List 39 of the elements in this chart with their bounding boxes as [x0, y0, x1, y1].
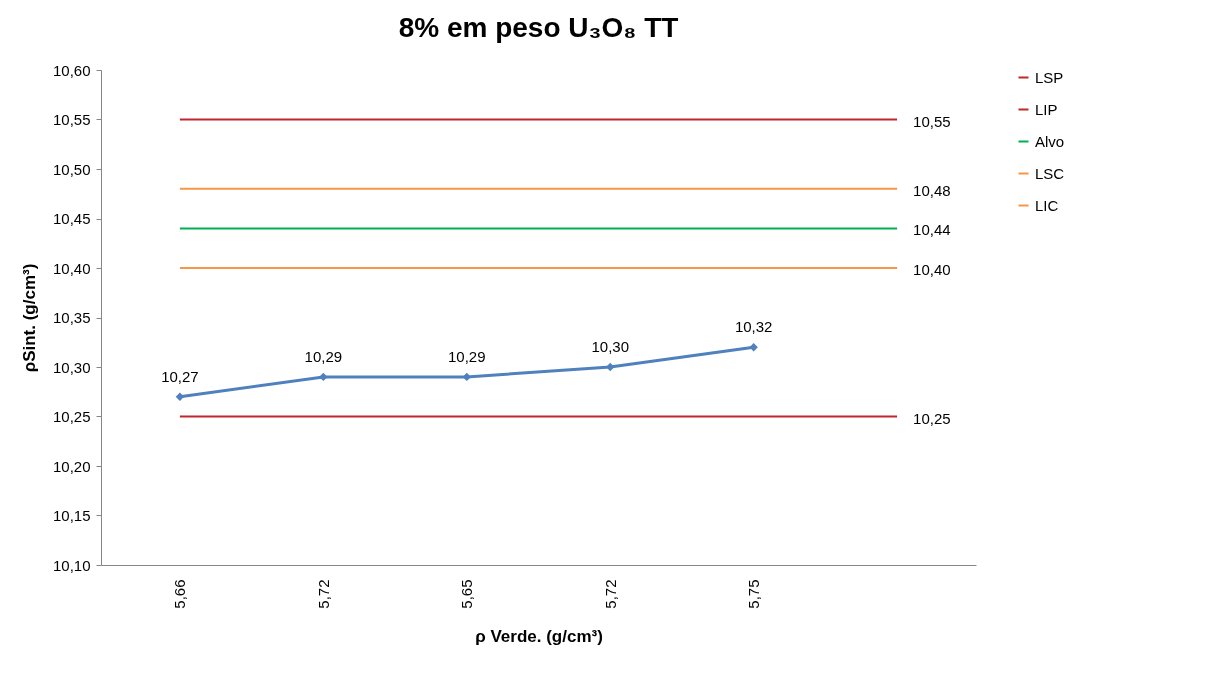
data-label: 10,27: [161, 367, 199, 385]
x-axis-title: ρ Verde. (g/cm³): [475, 626, 603, 646]
y-tick-label: 10,50: [52, 160, 91, 178]
x-tick-label: 5,72: [601, 579, 619, 609]
data-label: 10,48: [913, 181, 951, 199]
y-tick-label: 10,15: [52, 507, 91, 524]
x-tick-label: 5,66: [171, 579, 189, 609]
point: [462, 372, 471, 382]
data-label: 10,30: [591, 338, 629, 355]
data-label: 10,29: [448, 347, 486, 365]
point: [319, 372, 328, 382]
point: [606, 362, 615, 372]
legend-label: LIP: [1035, 100, 1058, 118]
data-label: 10,44: [913, 221, 951, 239]
y-tick-label: 10,45: [52, 210, 91, 227]
data-label: 10,25: [913, 409, 951, 427]
point: [175, 392, 185, 401]
data-label: 10,40: [913, 261, 951, 278]
data-label: 10,29: [304, 347, 343, 365]
y-tick-label: 10,40: [52, 259, 91, 277]
legend-label: LSC: [1035, 164, 1065, 182]
legend-label: Alvo: [1035, 132, 1065, 150]
point: [749, 343, 758, 352]
y-axis-title: ρSint. (g/cm³): [19, 263, 39, 373]
data-label: 10,55: [913, 112, 951, 130]
chart-title: 8% em peso U₃O₈ TT: [398, 12, 679, 43]
x-tick-label: 5,75: [745, 579, 763, 609]
y-tick-label: 10,60: [52, 61, 91, 79]
y-tick-label: 10,20: [52, 457, 91, 475]
y-tick-label: 10,10: [52, 556, 91, 574]
x-tick-label: 5,65: [458, 579, 476, 609]
legend-label: LSP: [1035, 68, 1064, 86]
x-tick-label: 5,72: [314, 579, 332, 609]
y-tick-label: 10,25: [52, 408, 91, 425]
y-tick-label: 10,35: [52, 309, 91, 326]
legend-label: LIC: [1035, 196, 1059, 214]
data-label: 10,32: [734, 318, 773, 336]
y-tick-label: 10,30: [52, 358, 91, 376]
y-tick-label: 10,55: [52, 111, 91, 128]
